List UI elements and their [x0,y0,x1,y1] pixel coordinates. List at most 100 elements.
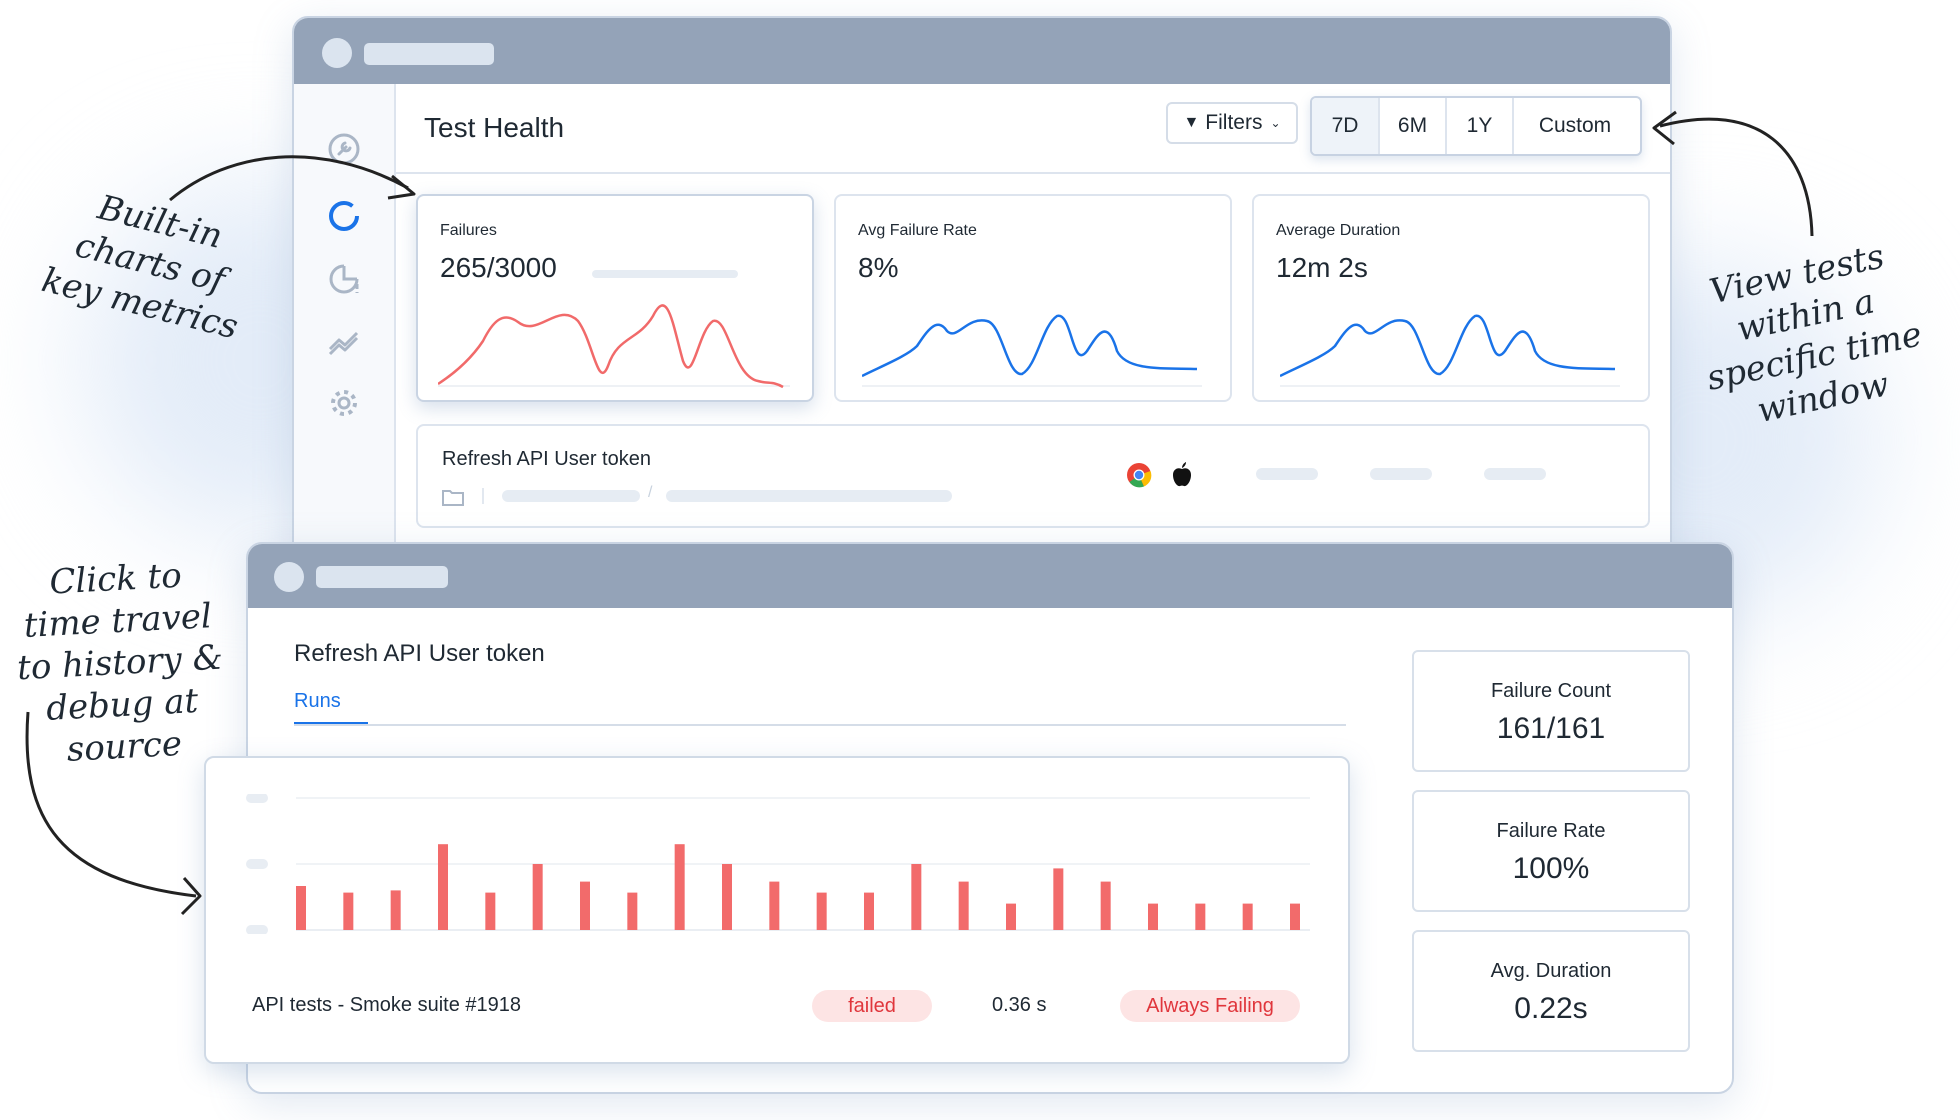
failure-rate-sparkline [862,314,1202,387]
metric-label: Avg Failure Rate [858,222,977,239]
filters-button[interactable]: ▼ Filters ⌄ [1166,102,1298,144]
window-title-placeholder [364,43,494,65]
failures-sparkline [438,304,790,389]
chevron-down-icon: ⌄ [1270,116,1281,130]
run-bar[interactable] [1290,903,1300,930]
stat-value: 0.22s [1514,992,1588,1025]
stat-label: Failure Rate [1496,820,1606,842]
sparkline-path [1280,314,1616,378]
arrow-to-charts [169,155,409,202]
metric-label: Average Duration [1276,222,1401,239]
window-titlebar [294,18,1670,84]
loading-circle-icon[interactable] [327,199,361,233]
run-name: API tests - Smoke suite #1918 [252,994,522,1016]
failure-count-card: Failure Count 161/161 [1412,650,1690,772]
page-title: Test Health [424,112,565,143]
window-dot [322,38,352,68]
y-tick-placeholder [246,925,268,934]
run-bar[interactable] [1100,881,1111,930]
run-bar[interactable] [911,864,922,930]
range-1y[interactable]: 1Y [1447,98,1514,154]
run-bar[interactable] [674,844,685,930]
run-bar[interactable] [438,844,448,930]
detail-title: Refresh API User token [294,640,545,667]
tab-runs[interactable]: Runs [294,690,341,713]
duration-sparkline [1280,314,1620,387]
y-tick-placeholder [246,859,268,869]
run-bar[interactable] [816,892,827,930]
range-6m[interactable]: 6M [1380,98,1447,154]
run-bar[interactable] [580,881,590,930]
metric-label: Failures [440,222,497,239]
tab-runs-label: Runs [294,690,341,712]
status-badge: failed [812,990,932,1022]
chrome-icon [1127,463,1152,488]
header: Test Health ▼ Filters ⌄ 7D 6M 1Y Custom [396,84,1670,174]
stat-label: Avg. Duration [1490,960,1612,982]
run-history-chart[interactable] [246,794,1326,934]
run-bar[interactable] [627,892,638,930]
failures-progress-track [592,270,738,278]
stat-value: 161/161 [1496,712,1606,745]
arrow-to-chart [25,711,197,898]
apple-icon [1173,462,1191,487]
test-health-window: Test Health ▼ Filters ⌄ 7D 6M 1Y Custom … [292,16,1672,580]
sparkline-path [438,304,784,389]
run-bar[interactable] [864,892,874,930]
row-placeholder [1484,468,1546,480]
metric-value: 8% [858,252,899,283]
range-7d[interactable]: 7D [1312,98,1380,154]
row-placeholder [1256,468,1318,480]
y-tick-placeholder [246,794,268,803]
path-placeholder [666,490,952,502]
run-bar[interactable] [1148,903,1158,930]
arrowhead [387,174,416,200]
run-duration: 0.36 s [992,994,1047,1016]
arrowhead [1652,110,1677,146]
run-bar[interactable] [1242,903,1253,930]
test-row[interactable]: Refresh API User token / [416,424,1650,528]
filter-icon: ▼ [1183,114,1200,131]
run-bar[interactable] [485,892,496,930]
time-range-selector: 7D 6M 1Y Custom [1310,96,1642,156]
gear-icon[interactable] [327,386,361,420]
avg-failure-rate-card[interactable]: Avg Failure Rate 8% [834,194,1232,402]
arrow-to-time-range [1659,117,1814,237]
always-failing-badge: Always Failing [1120,990,1300,1022]
window-title-placeholder [316,566,448,588]
run-bar[interactable] [296,886,306,930]
divider [482,488,484,504]
pie-alert-icon[interactable] [327,262,361,296]
run-bar[interactable] [343,892,354,930]
run-bar[interactable] [1053,868,1064,930]
trend-icon[interactable] [327,324,361,358]
failures-card[interactable]: Failures 265/3000 [416,194,814,402]
range-custom[interactable]: Custom [1538,114,1612,137]
run-bar[interactable] [390,890,401,930]
failure-rate-card: Failure Rate 100% [1412,790,1690,912]
stat-value: 100% [1512,852,1590,885]
sparkline-path [862,314,1198,378]
folder-icon [442,490,464,506]
run-bar[interactable] [958,881,969,930]
tabs-divider [294,724,1346,726]
filters-label: Filters [1205,111,1263,134]
window-dot [274,562,304,592]
window-titlebar [248,544,1732,608]
run-bar[interactable] [1195,903,1206,930]
sidebar [294,84,396,578]
metric-value: 265/3000 [440,252,557,283]
run-bar[interactable] [722,864,732,930]
run-bar[interactable] [1006,903,1016,930]
path-separator: / [648,484,653,501]
run-bar[interactable] [532,864,543,930]
metric-value: 12m 2s [1276,252,1368,283]
row-placeholder [1370,468,1432,480]
test-row-name: Refresh API User token [442,448,651,470]
path-placeholder [502,490,640,502]
average-duration-card[interactable]: Average Duration 12m 2s [1252,194,1650,402]
stat-label: Failure Count [1490,680,1612,702]
run-history-card[interactable]: API tests - Smoke suite #1918 failed 0.3… [204,756,1350,1064]
run-bar[interactable] [769,881,780,930]
